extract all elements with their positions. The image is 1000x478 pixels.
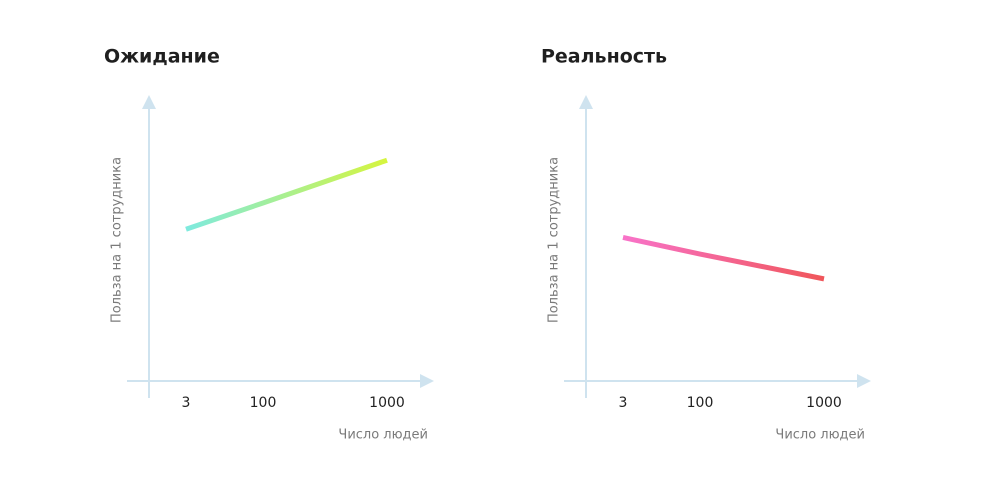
y-axis-label: Польза на 1 сотрудника [110, 157, 125, 323]
x-tick-label: 100 [250, 395, 277, 411]
data-line [622, 235, 825, 282]
x-tick-label: 1000 [369, 395, 405, 411]
x-tick-label: 3 [619, 395, 628, 411]
y-axis-label: Польза на 1 сотрудника [547, 157, 562, 323]
data-line [185, 157, 388, 232]
x-tick-label: 3 [182, 395, 191, 411]
chart-title: Реальность [541, 46, 667, 68]
x-axis-label: Число людей [338, 428, 428, 443]
chart-title: Ожидание [104, 46, 220, 68]
x-tick-label: 100 [687, 395, 714, 411]
x-axis-label: Число людей [775, 428, 865, 443]
x-tick-label: 1000 [806, 395, 842, 411]
